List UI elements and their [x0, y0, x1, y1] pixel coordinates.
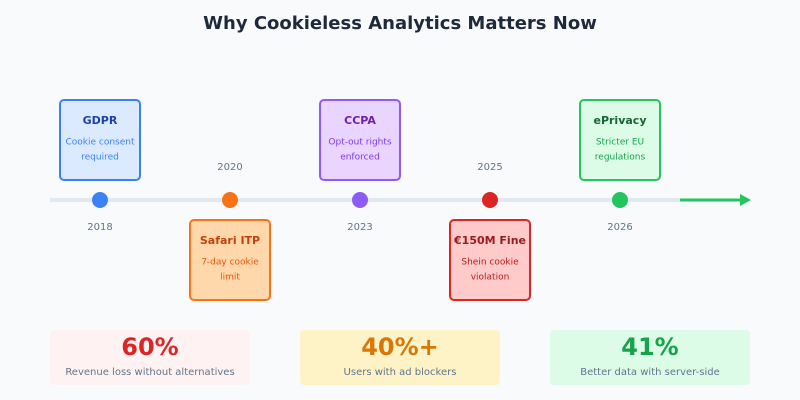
- timeline-dot: [612, 192, 628, 208]
- event-card: [189, 219, 271, 301]
- event-card: [59, 99, 141, 181]
- event-description: limit: [220, 273, 240, 283]
- stat-card: [300, 330, 500, 385]
- title: Why Cookieless Analytics Matters Now: [203, 13, 597, 34]
- stat-value: 60%: [121, 333, 178, 361]
- event-description: Stricter EU: [596, 138, 644, 148]
- stat-value: 41%: [621, 333, 678, 361]
- event-label: €150M Fine: [453, 234, 526, 247]
- event-card: [319, 99, 401, 181]
- event-description: enforced: [340, 153, 380, 163]
- stat-label: Users with ad blockers: [344, 367, 457, 378]
- timeline-dot: [92, 192, 108, 208]
- event-year: 2025: [477, 162, 502, 173]
- timeline-dot: [222, 192, 238, 208]
- timeline-dot: [352, 192, 368, 208]
- event-card: [449, 219, 531, 301]
- timeline-dot: [482, 192, 498, 208]
- event-year: 2018: [87, 222, 112, 233]
- event-description: 7-day cookie: [201, 258, 259, 268]
- event-description: regulations: [595, 153, 646, 163]
- event-description: Opt-out rights: [328, 138, 391, 148]
- event-label: GDPR: [83, 114, 118, 127]
- event-description: Cookie consent: [65, 138, 134, 148]
- stat-card: [50, 330, 250, 385]
- event-label: Safari ITP: [200, 234, 260, 247]
- stat-value: 40%+: [361, 333, 439, 361]
- stat-label: Better data with server-side: [580, 367, 720, 378]
- event-year: 2023: [347, 222, 372, 233]
- event-year: 2026: [607, 222, 632, 233]
- event-label: ePrivacy: [593, 114, 646, 127]
- stat-label: Revenue loss without alternatives: [65, 367, 234, 378]
- event-year: 2020: [217, 162, 242, 173]
- event-label: CCPA: [344, 114, 376, 127]
- stat-card: [550, 330, 750, 385]
- event-description: violation: [471, 273, 510, 283]
- event-card: [579, 99, 661, 181]
- arrow-head: [740, 194, 751, 206]
- event-description: Shein cookie: [461, 258, 519, 268]
- event-description: required: [81, 153, 119, 163]
